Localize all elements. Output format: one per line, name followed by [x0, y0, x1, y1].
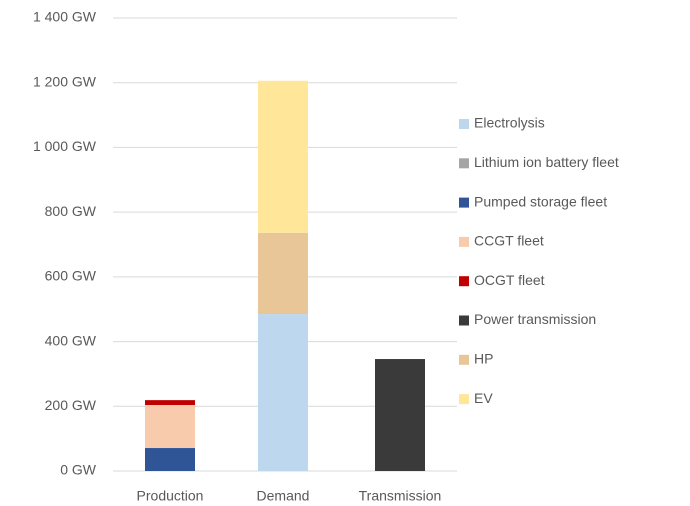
legend-label: CCGT fleet	[474, 233, 544, 249]
legend-swatch	[459, 276, 469, 287]
bar-segment	[258, 80, 308, 233]
bar-segment	[258, 314, 308, 471]
bar-segment	[375, 359, 425, 471]
x-tick-label: Production	[137, 488, 204, 504]
legend-swatch	[459, 315, 469, 326]
y-tick-label: 600 GW	[45, 268, 97, 284]
legend-label: OCGT fleet	[474, 272, 545, 288]
y-tick-label: 1 400 GW	[33, 9, 97, 25]
bar-segment	[145, 448, 195, 471]
legend-label: Electrolysis	[474, 115, 545, 131]
y-tick-label: 1 000 GW	[33, 138, 97, 154]
legend-label: Pumped storage fleet	[474, 193, 607, 209]
x-tick-label: Demand	[257, 488, 310, 504]
legend-label: HP	[474, 351, 493, 367]
y-tick-label: 1 200 GW	[33, 73, 97, 89]
legend-swatch	[459, 354, 469, 365]
y-tick-label: 800 GW	[45, 203, 97, 219]
y-tick-label: 200 GW	[45, 397, 97, 413]
legend-swatch	[459, 119, 469, 129]
bar-segment	[145, 400, 195, 405]
x-tick-label: Transmission	[359, 488, 442, 504]
legend-swatch	[459, 158, 469, 169]
bar-segment	[145, 404, 195, 449]
legend-label: Power transmission	[474, 311, 596, 327]
legend-swatch	[459, 197, 469, 208]
legend-label: Lithium ion battery fleet	[474, 154, 619, 170]
legend-swatch	[459, 394, 469, 405]
y-tick-label: 0 GW	[60, 462, 97, 478]
legend-swatch	[459, 236, 469, 247]
bar-segment	[258, 232, 308, 315]
y-tick-label: 400 GW	[45, 332, 97, 348]
legend-label: EV	[474, 390, 493, 406]
